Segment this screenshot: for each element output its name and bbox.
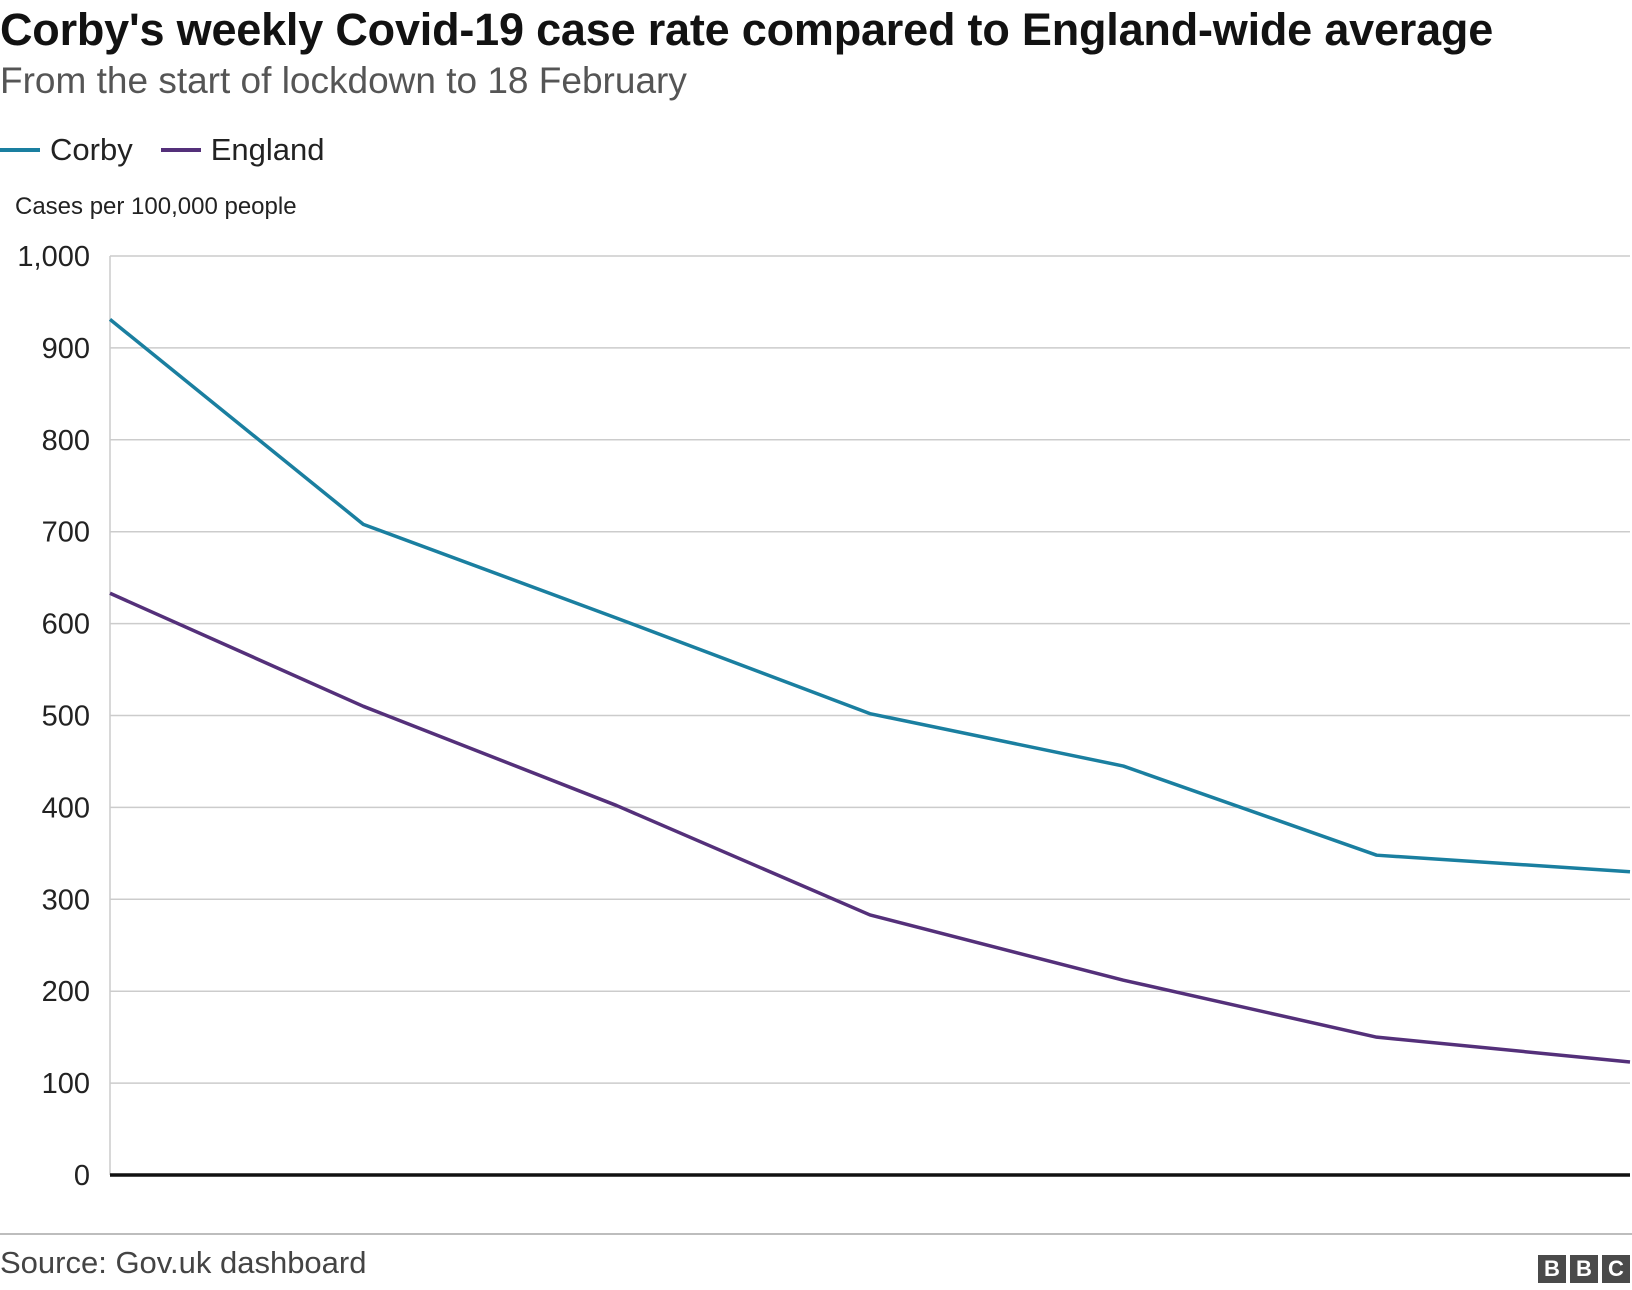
series-line-england [109,591,1631,1064]
legend-item-england: England [160,132,325,168]
series-lines [108,318,1631,1064]
y-tick-labels: 0 100 200 300 400 500 600 700 800 900 1,000 [17,241,90,1190]
y-tick-label: 300 [42,884,90,916]
y-tick-label: 800 [42,425,90,457]
source-note: Source: Gov.uk dashboard [0,1245,367,1280]
y-tick-label: 0 [74,1160,90,1190]
y-tick-label: 900 [42,333,90,365]
chart-subtitle: From the start of lockdown to 18 Februar… [0,60,687,101]
y-tick-label: 1,000 [17,241,90,273]
gridlines [109,255,1630,1175]
legend-label-corby: Corby [50,132,133,167]
y-tick-label: 500 [42,701,90,733]
line-chart: Cases per 100,000 people 0 100 200 300 400 50… [15,193,1631,1190]
legend-swatch-corby [0,148,40,152]
y-tick-label: 100 [42,1068,90,1100]
series-line-corby [108,318,1631,874]
bbc-logo-letter: B [1538,1255,1566,1283]
bbc-logo-letter: C [1602,1255,1630,1283]
legend-item-corby: Corby [0,132,133,168]
chart-title: Corby's weekly Covid-19 case rate compar… [0,4,1494,55]
y-tick-label: 400 [42,792,90,824]
y-tick-label: 700 [42,517,90,549]
bbc-logo: B B C [1538,1255,1630,1283]
legend: Corby England [0,132,352,168]
legend-swatch-england [160,148,201,152]
bbc-logo-letter: B [1570,1255,1598,1283]
y-tick-label: 600 [42,609,90,641]
y-tick-label: 200 [42,976,90,1008]
legend-label-england: England [210,132,325,167]
footer-divider [0,1233,1632,1235]
y-axis-label: Cases per 100,000 people [15,193,297,220]
